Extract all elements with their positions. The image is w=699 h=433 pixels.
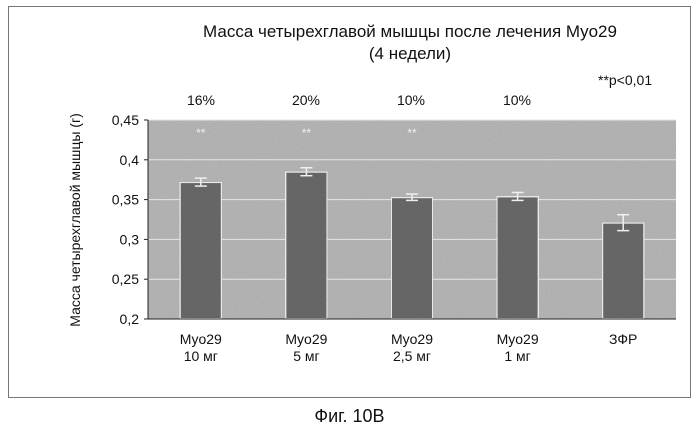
x-tick-label: 5 мг xyxy=(293,348,319,364)
x-tick-label: 2,5 мг xyxy=(393,348,431,364)
significance-mark: ** xyxy=(407,126,417,140)
bar xyxy=(497,196,539,319)
y-tick-label: 0,35 xyxy=(112,192,139,208)
y-tick-label: 0,3 xyxy=(120,231,140,247)
bar xyxy=(180,182,222,319)
figure-caption: Фиг. 10В xyxy=(0,406,699,427)
x-tick-label: Myo29 xyxy=(391,331,433,347)
bar xyxy=(391,197,433,319)
bar xyxy=(602,223,644,319)
x-tick-label: Myo29 xyxy=(180,331,222,347)
bar xyxy=(285,172,327,319)
x-tick-label: 10 мг xyxy=(184,348,218,364)
y-tick-label: 0,2 xyxy=(120,311,140,327)
y-tick-label: 0,4 xyxy=(120,152,140,168)
significance-mark: ** xyxy=(302,126,312,140)
y-tick-label: 0,25 xyxy=(112,271,139,287)
x-tick-label: Myo29 xyxy=(497,331,539,347)
x-tick-label: ЗФР xyxy=(609,331,637,347)
x-tick-label: 1 мг xyxy=(504,348,530,364)
x-tick-label: Myo29 xyxy=(285,331,327,347)
y-tick-label: 0,45 xyxy=(112,112,139,128)
significance-mark: ** xyxy=(196,126,206,140)
y-axis-label: Масса четырехглавой мышцы (г) xyxy=(67,113,83,327)
